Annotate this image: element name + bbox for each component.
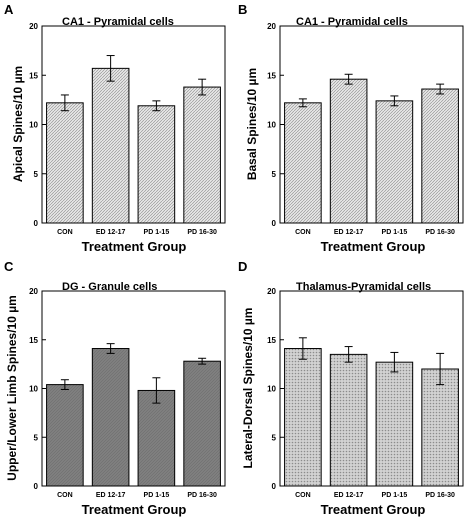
y-tick-label: 15 [267,71,276,80]
x-tick-label: ED 12-17 [96,229,126,236]
y-tick-label: 0 [272,219,277,228]
panel-letter: C [4,259,14,274]
y-tick-label: 20 [267,22,276,31]
y-tick-label: 15 [29,336,38,345]
panel-title: CA1 - Pyramidal cells [62,16,174,28]
panel-title: Thalamus-Pyramidal cells [296,281,431,293]
panel-letter: A [4,2,14,17]
x-axis-label: Treatment Group [82,502,187,517]
y-tick-label: 5 [272,433,277,442]
y-axis-label: Basal Spines/10 µm [245,68,259,180]
y-tick-label: 10 [29,385,38,394]
bar-con [46,102,84,224]
bar-con [284,102,322,224]
x-tick-label: PD 16-30 [187,229,217,236]
bar-pd-1-15 [137,389,176,487]
y-tick-label: 15 [267,336,276,345]
chart-panel-a: A CA1 - Pyramidal cells 0 5 10 15 20 CON ED 12-1… [4,2,226,254]
bar-ed-12-17 [91,348,130,487]
y-tick-label: 5 [34,170,39,179]
chart-panel-b: B CA1 - Pyramidal cells 0 5 10 15 20 CON ED 12-1… [238,2,464,254]
bar-pd-1-15 [137,105,176,224]
x-tick-label: CON [295,229,311,236]
x-tick-label: PD 16-30 [425,492,455,499]
panel-title: DG - Granule cells [62,281,157,293]
chart-panel-d: D Thalamus-Pyramidal cells 0 5 10 15 20 CON ED 1… [238,259,464,517]
x-tick-label: PD 1-15 [382,229,408,236]
x-tick-label: ED 12-17 [334,229,364,236]
x-axis-label: Treatment Group [321,239,426,254]
y-tick-label: 10 [267,385,276,394]
y-tick-label: 0 [34,482,39,491]
y-tick-label: 10 [267,121,276,130]
bar-ed-12-17 [329,353,368,487]
x-tick-label: PD 1-15 [144,492,170,499]
y-axis-label: Lateral-Dorsal Spines/10 µm [241,308,255,469]
bar-pd-16-30 [421,88,459,224]
bar-con [284,348,322,487]
y-tick-label: 5 [272,170,277,179]
x-tick-label: ED 12-17 [334,492,364,499]
bar-pd-16-30 [421,368,459,487]
y-tick-label: 20 [29,22,38,31]
panel-letter: D [238,259,247,274]
y-tick-label: 5 [34,433,39,442]
x-tick-label: PD 16-30 [187,492,217,499]
x-axis-label: Treatment Group [82,239,187,254]
x-tick-label: PD 16-30 [425,229,455,236]
bar-con [46,384,84,487]
panel-letter: B [238,2,247,17]
x-tick-label: ED 12-17 [96,492,126,499]
y-tick-label: 20 [29,287,38,296]
x-tick-label: PD 1-15 [144,229,170,236]
panel-title: CA1 - Pyramidal cells [296,16,408,28]
x-tick-label: CON [295,492,311,499]
bar-ed-12-17 [91,67,130,224]
x-tick-label: PD 1-15 [382,492,408,499]
bar-pd-16-30 [183,86,221,224]
bar-pd-16-30 [183,360,221,487]
x-tick-label: CON [57,492,73,499]
x-axis-label: Treatment Group [321,502,426,517]
bar-pd-1-15 [375,100,414,224]
y-axis-label: Upper/Lower Limb Spines/10 µm [5,295,19,481]
y-tick-label: 20 [267,287,276,296]
chart-panel-c: C DG - Granule cells 0 5 10 15 20 CON ED 12-17 PD… [4,259,226,517]
y-tick-label: 10 [29,121,38,130]
y-tick-label: 0 [34,219,39,228]
bar-pd-1-15 [375,361,414,487]
y-axis-label: Apical Spines/10 µm [11,66,25,182]
y-tick-label: 15 [29,71,38,80]
y-tick-label: 0 [272,482,277,491]
bar-ed-12-17 [329,78,368,224]
x-tick-label: CON [57,229,73,236]
